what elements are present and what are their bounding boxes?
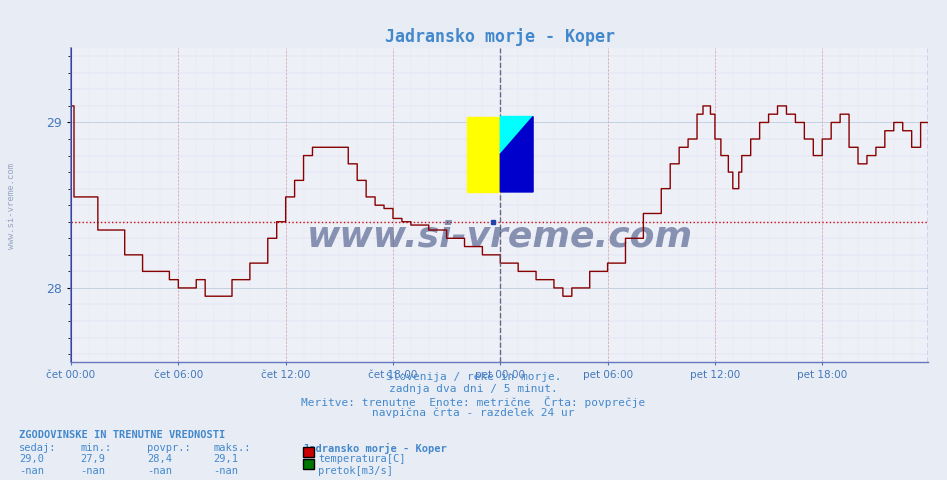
Text: min.:: min.: <box>80 443 112 453</box>
Text: -nan: -nan <box>19 466 44 476</box>
Text: pretok[m3/s]: pretok[m3/s] <box>318 466 393 476</box>
Text: 28,4: 28,4 <box>147 454 171 464</box>
Text: 29,0: 29,0 <box>19 454 44 464</box>
Text: 29,1: 29,1 <box>213 454 238 464</box>
Text: temperatura[C]: temperatura[C] <box>318 454 405 464</box>
Text: ZGODOVINSKE IN TRENUTNE VREDNOSTI: ZGODOVINSKE IN TRENUTNE VREDNOSTI <box>19 430 225 440</box>
Text: povpr.:: povpr.: <box>147 443 190 453</box>
Text: maks.:: maks.: <box>213 443 251 453</box>
Text: www.si-vreme.com: www.si-vreme.com <box>307 220 692 253</box>
Text: Jadransko morje - Koper: Jadransko morje - Koper <box>303 443 447 454</box>
Text: Meritve: trenutne  Enote: metrične  Črta: povprečje: Meritve: trenutne Enote: metrične Črta: … <box>301 396 646 408</box>
Text: Slovenija / reke in morje.: Slovenija / reke in morje. <box>385 372 562 382</box>
Text: 27,9: 27,9 <box>80 454 105 464</box>
Text: zadnja dva dni / 5 minut.: zadnja dva dni / 5 minut. <box>389 384 558 394</box>
Text: www.si-vreme.com: www.si-vreme.com <box>7 163 16 250</box>
Text: -nan: -nan <box>213 466 238 476</box>
Text: navpična črta - razdelek 24 ur: navpična črta - razdelek 24 ur <box>372 408 575 419</box>
Text: -nan: -nan <box>80 466 105 476</box>
Text: sedaj:: sedaj: <box>19 443 57 453</box>
Text: -nan: -nan <box>147 466 171 476</box>
Polygon shape <box>500 117 533 192</box>
Title: Jadransko morje - Koper: Jadransko morje - Koper <box>384 28 615 47</box>
Polygon shape <box>500 117 533 154</box>
Bar <box>468 117 500 192</box>
